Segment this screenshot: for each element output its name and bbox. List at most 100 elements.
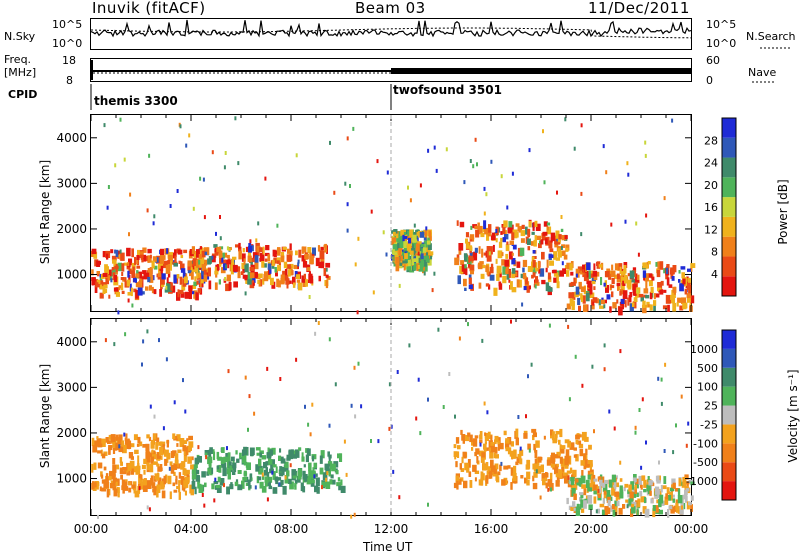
echo-cell — [129, 192, 132, 197]
echo-cell — [211, 255, 214, 260]
echo-cell — [556, 473, 560, 483]
echo-cell — [182, 468, 186, 475]
echo-cell — [532, 259, 536, 268]
echo-cell — [460, 260, 465, 265]
echo-cell — [578, 281, 582, 290]
echo-cell — [550, 237, 553, 243]
echo-cell — [590, 469, 594, 474]
echo-cell — [266, 452, 272, 459]
echo-cell — [116, 487, 120, 493]
echo-cell — [121, 263, 125, 272]
echo-cell — [630, 506, 636, 514]
echo-cell — [663, 196, 666, 201]
echo-cell — [275, 466, 278, 473]
nave-tick-low: 0 — [706, 74, 713, 87]
echo-cell — [278, 455, 282, 461]
echo-cell — [128, 482, 131, 486]
echo-cell — [621, 303, 624, 310]
echo-cell — [121, 290, 125, 294]
echo-cell — [110, 278, 113, 283]
echo-cell — [230, 456, 235, 462]
echo-cell — [298, 249, 302, 258]
echo-cell — [511, 268, 516, 274]
echo-cell — [173, 489, 178, 493]
echo-cell — [103, 284, 108, 289]
echo-cell — [415, 416, 418, 421]
echo-cell — [566, 262, 571, 269]
echo-cell — [335, 470, 339, 475]
station-title: Inuvik (fitACF) — [92, 0, 206, 17]
echo-cell — [625, 499, 629, 503]
echo-cell — [500, 174, 503, 179]
echo-cell — [497, 471, 501, 476]
echo-cell — [95, 282, 100, 288]
echo-cell — [307, 247, 312, 254]
echo-cell — [301, 246, 304, 254]
echo-cell — [558, 234, 562, 240]
echo-cell — [228, 461, 232, 470]
echo-cell — [109, 470, 114, 480]
echo-cell — [582, 269, 585, 274]
echo-cell — [219, 260, 222, 267]
colorbar-segment — [722, 462, 736, 482]
echo-cell — [284, 475, 287, 480]
echo-cell — [247, 479, 251, 486]
echo-cell — [545, 282, 550, 292]
echo-cell — [261, 486, 267, 493]
echo-cell — [564, 456, 570, 464]
echo-cell — [658, 460, 660, 465]
echo-cell — [388, 382, 391, 387]
echo-cell — [497, 440, 500, 445]
echo-cell — [411, 259, 415, 266]
echo-cell — [588, 444, 592, 450]
search-tick-low: 10^0 — [706, 37, 737, 50]
colorbar-frame — [721, 117, 737, 297]
echo-cell — [629, 491, 634, 501]
echo-cell — [571, 474, 576, 479]
echo-cell — [560, 447, 565, 454]
echo-cell — [146, 451, 151, 460]
echo-cell — [227, 452, 231, 461]
echo-cell — [353, 365, 356, 370]
echo-cell — [663, 449, 666, 453]
echo-cell — [602, 144, 605, 149]
echo-cell — [200, 253, 205, 263]
echo-cell — [606, 490, 611, 499]
echo-cell — [677, 297, 682, 303]
echo-cell — [305, 279, 308, 287]
echo-cell — [280, 274, 285, 283]
echo-cell — [456, 451, 460, 458]
echo-cell — [490, 459, 494, 468]
echo-cell — [614, 491, 620, 497]
echo-cell — [179, 289, 184, 294]
echo-cell — [156, 437, 160, 443]
echo-cell — [469, 434, 473, 443]
echo-cell — [143, 254, 147, 262]
echo-cell — [510, 482, 513, 490]
echo-cell — [267, 447, 270, 455]
echo-cell — [418, 264, 424, 272]
echo-cell — [134, 490, 140, 498]
echo-cell — [540, 464, 544, 473]
echo-cell — [328, 454, 332, 459]
echo-cell — [329, 479, 333, 485]
echo-cell — [221, 257, 224, 263]
colorbar-segment — [722, 405, 736, 425]
search-noise-label: N.Search — [746, 30, 796, 43]
echo-cell — [542, 478, 546, 486]
echo-cell — [524, 281, 530, 289]
echo-cell — [218, 279, 221, 285]
echo-cell — [284, 461, 289, 468]
echo-cell — [150, 456, 155, 464]
echo-cell — [246, 462, 251, 470]
echo-cell — [325, 274, 329, 278]
echo-cell — [198, 254, 202, 262]
echo-cell — [203, 503, 206, 508]
echo-cell — [479, 439, 483, 444]
echo-cell — [555, 275, 559, 283]
echo-cell — [584, 436, 589, 442]
echo-cell — [527, 266, 533, 272]
colorbar-tick-label: 500 — [697, 362, 718, 375]
echo-cell — [471, 447, 474, 451]
echo-cell — [681, 297, 687, 305]
